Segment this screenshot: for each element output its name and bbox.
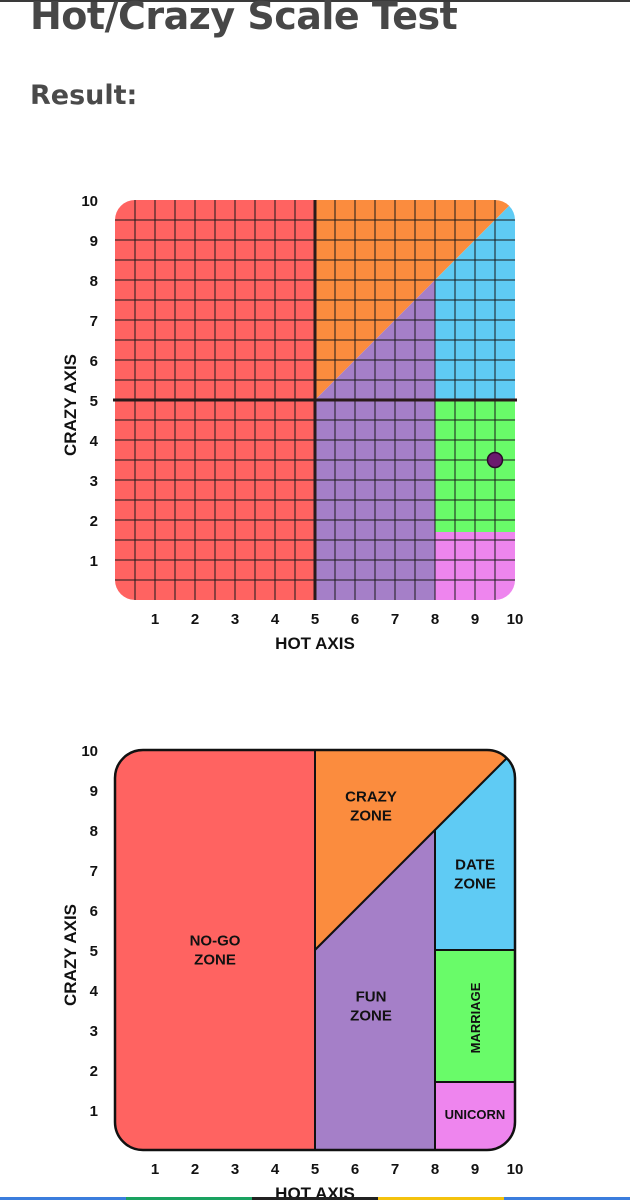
chart1-y-tick: 4 xyxy=(90,433,99,450)
chart2-y-axis-label: CRAZY AXIS xyxy=(61,904,80,1006)
chart2-y-tick: 3 xyxy=(90,1023,98,1040)
chart1-x-tick: 2 xyxy=(191,611,199,628)
zone-label-line: CRAZY xyxy=(345,789,397,806)
chart1-y-tick: 7 xyxy=(90,313,98,330)
chart2-x-tick: 6 xyxy=(351,1161,359,1178)
marriage-zone-label: MARRIAGE xyxy=(468,982,483,1053)
chart2-y-tick: 8 xyxy=(90,823,98,840)
no-go-zone-label: NO-GO ZONE xyxy=(190,933,241,969)
chart2-x-tick: 5 xyxy=(311,1161,319,1178)
chart2-y-tick: 9 xyxy=(90,783,98,800)
chart1-x-tick: 3 xyxy=(231,611,239,628)
chart2-x-tick: 4 xyxy=(271,1161,280,1178)
chart2-x-tick: 10 xyxy=(507,1161,524,1178)
zone-label-line: NO-GO xyxy=(190,933,241,950)
plot-area xyxy=(115,750,515,1150)
chart1-y-tick: 2 xyxy=(90,513,98,530)
unicorn-zone xyxy=(434,1081,515,1150)
plot-border xyxy=(113,748,517,1152)
chart2-x-tick: 1 xyxy=(151,1161,159,1178)
chart2-x-tick: 7 xyxy=(391,1161,399,1178)
chart1-x-tick: 1 xyxy=(151,611,159,628)
crazy-zone-label: CRAZY ZONE xyxy=(345,789,397,825)
page-title: Hot/Crazy Scale Test xyxy=(30,0,458,38)
zone-label-line: ZONE xyxy=(350,808,392,825)
chart1-x-tick: 6 xyxy=(351,611,359,628)
zone-label-line: DATE xyxy=(455,857,495,874)
zone-label-line: ZONE xyxy=(454,876,496,893)
chart2-y-tick: 7 xyxy=(90,863,98,880)
chart1-y-tick: 6 xyxy=(90,353,98,370)
chart1-y-tick: 8 xyxy=(90,273,98,290)
chart2-y-tick: 10 xyxy=(81,743,98,760)
chart2-y-tick: 4 xyxy=(90,983,99,1000)
chart1-x-tick: 7 xyxy=(391,611,399,628)
unicorn-zone-label: UNICORN xyxy=(445,1107,506,1122)
zone-label-line: MARRIAGE xyxy=(468,982,483,1053)
zone-label-line: ZONE xyxy=(194,952,236,969)
chart2-y-tick: 5 xyxy=(90,943,98,960)
chart1-y-tick: 5 xyxy=(90,393,98,410)
chart2-x-axis-label: HOT AXIS xyxy=(275,1184,355,1200)
chart1-y-tick: 9 xyxy=(90,233,98,250)
chart2-x-tick: 9 xyxy=(471,1161,479,1178)
chart2-y-tick: 6 xyxy=(90,903,98,920)
fun-zone-label: FUN ZONE xyxy=(350,989,392,1025)
date-zone-label: DATE ZONE xyxy=(454,857,496,893)
chart1-x-tick: 4 xyxy=(271,611,280,628)
result-heading: Result: xyxy=(30,80,138,111)
chart1-y-axis-label: CRAZY AXIS xyxy=(61,354,80,456)
zone-label-line: UNICORN xyxy=(445,1107,506,1122)
hot-crazy-grid-chart: 1 2 3 4 5 6 7 8 9 10 1 2 3 4 5 6 7 8 9 10 HOT AXIS CRAZY AXIS xyxy=(61,193,524,653)
chart1-y-tick: 3 xyxy=(90,473,98,490)
chart1-x-tick: 10 xyxy=(507,611,524,628)
chart2-x-tick: 3 xyxy=(231,1161,239,1178)
chart2-y-tick: 2 xyxy=(90,1063,98,1080)
bottom-color-strip xyxy=(0,1197,630,1200)
hot-crazy-zones-chart: NO-GO ZONE CRAZY ZONE FUN ZONE DATE ZONE MARRIAG… xyxy=(61,743,524,1200)
chart1-y-tick: 1 xyxy=(90,553,98,570)
chart2-x-tick: 2 xyxy=(191,1161,199,1178)
chart1-x-tick: 8 xyxy=(431,611,439,628)
top-divider xyxy=(0,0,630,2)
no-go-zone xyxy=(115,750,316,1150)
result-point xyxy=(486,451,504,469)
chart1-y-tick: 10 xyxy=(81,193,98,210)
chart2-x-tick: 8 xyxy=(431,1161,439,1178)
chart1-x-tick: 5 xyxy=(311,611,319,628)
chart1-x-axis-label: HOT AXIS xyxy=(275,634,355,653)
zone-label-line: ZONE xyxy=(350,1008,392,1025)
chart1-x-tick: 9 xyxy=(471,611,479,628)
zone-label-line: FUN xyxy=(356,989,387,1006)
chart2-y-tick: 1 xyxy=(90,1103,98,1120)
